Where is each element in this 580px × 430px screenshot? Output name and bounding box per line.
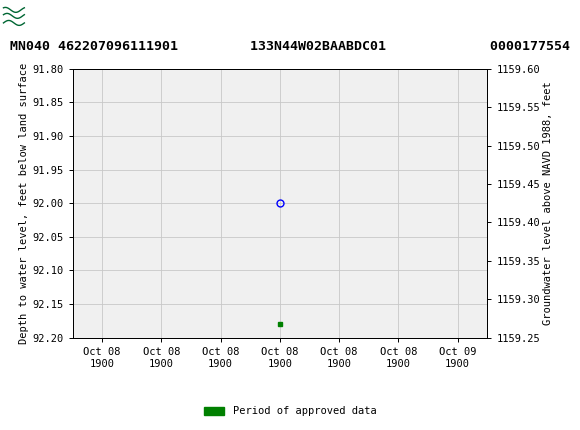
Y-axis label: Depth to water level, feet below land surface: Depth to water level, feet below land su… xyxy=(20,62,30,344)
Text: MN040 462207096111901         133N44W02BAABDC01             0000177554: MN040 462207096111901 133N44W02BAABDC01 … xyxy=(10,40,570,53)
FancyBboxPatch shape xyxy=(3,3,55,32)
Text: USGS: USGS xyxy=(28,7,88,26)
Y-axis label: Groundwater level above NAVD 1988, feet: Groundwater level above NAVD 1988, feet xyxy=(543,81,553,325)
Legend: Period of approved data: Period of approved data xyxy=(200,402,380,421)
